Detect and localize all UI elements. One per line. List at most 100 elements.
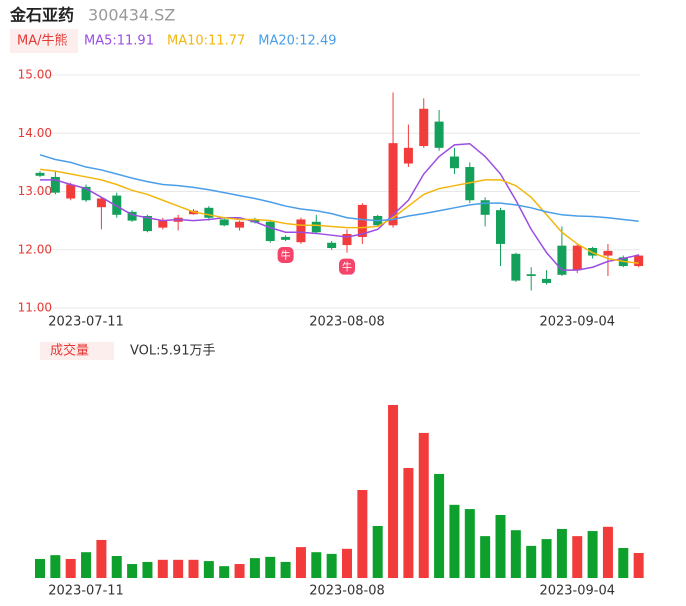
annotation-icon: [339, 258, 355, 275]
volume-bar: [618, 547, 629, 578]
candle-body: [419, 108, 429, 147]
candle-body: [388, 143, 398, 226]
x-tick-label: 2023-07-11: [48, 584, 124, 599]
volume-bar: [372, 525, 383, 578]
volume-bar: [510, 530, 521, 578]
volume-bar: [403, 468, 414, 578]
candle-body: [112, 195, 122, 215]
y-tick-label: 12.00: [18, 242, 52, 256]
legend-entry: MA5:11.91: [84, 34, 154, 49]
annotation-label: 牛: [342, 261, 352, 274]
candle-body: [235, 221, 245, 228]
volume-bar: [203, 561, 214, 578]
volume-bar: [602, 526, 613, 578]
volume-bar: [188, 559, 199, 578]
candle-body: [219, 219, 229, 226]
annotation-icon: [277, 247, 294, 264]
volume-bar: [35, 558, 45, 578]
candle-body: [342, 234, 352, 246]
candle-body: [296, 219, 306, 243]
legend-button-bg[interactable]: [10, 29, 78, 53]
volume-bar: [234, 564, 245, 578]
candle-body: [449, 156, 459, 169]
ma-line: [39, 168, 639, 264]
annotation-label: 牛: [281, 249, 291, 262]
candle-body: [265, 221, 275, 242]
candle-body: [66, 184, 76, 199]
volume-bar: [357, 490, 368, 578]
candle-body: [511, 253, 521, 281]
candle-body: [158, 220, 168, 228]
volume-bar: [449, 504, 460, 578]
volume-subtitle: VOL:5.91万手: [130, 344, 215, 359]
y-tick-label: 14.00: [18, 126, 52, 140]
volume-bar: [173, 559, 184, 578]
volume-bar: [157, 559, 168, 578]
volume-bar: [587, 531, 598, 578]
candle-body: [403, 147, 413, 164]
volume-bar: [556, 528, 567, 578]
volume-title-bg: [40, 342, 114, 360]
ma-line: [40, 142, 639, 271]
y-tick-label: 15.00: [18, 68, 52, 82]
volume-bar: [265, 556, 276, 578]
x-tick-label: 2023-09-04: [539, 584, 615, 599]
volume-bar: [434, 473, 445, 578]
volume-bar: [326, 553, 337, 578]
volume-bar: [142, 561, 153, 578]
candle-body: [281, 236, 291, 240]
candle-body: [603, 250, 613, 256]
candle-body: [35, 172, 45, 176]
candle-body: [434, 121, 444, 148]
volume-bar: [342, 548, 352, 578]
x-tick-label: 2023-08-08: [309, 315, 385, 330]
legend-entry: MA10:11.77: [167, 34, 245, 49]
candle-body: [496, 210, 505, 244]
volume-bar: [249, 558, 260, 578]
volume-bar: [219, 566, 230, 578]
candle-body: [127, 211, 137, 221]
candle-body: [588, 248, 598, 256]
volume-bar: [633, 553, 644, 578]
candle-body: [204, 207, 214, 218]
candle-body: [81, 186, 91, 201]
legend-button[interactable]: MA/牛熊: [17, 33, 68, 49]
volume-bar: [495, 514, 506, 578]
y-tick-label: 13.00: [18, 184, 52, 198]
volume-bar: [418, 432, 429, 578]
candle-body: [542, 278, 552, 283]
x-tick-label: 2023-09-04: [539, 315, 615, 330]
candle-body: [311, 221, 321, 233]
candle-body: [557, 245, 567, 275]
candle-body: [327, 242, 337, 249]
legend-entry: MA20:12.49: [258, 34, 336, 49]
volume-bar: [464, 509, 475, 578]
volume-bar: [526, 545, 537, 578]
candle-body: [480, 200, 490, 215]
volume-bar: [480, 536, 491, 578]
candle-body: [465, 167, 475, 201]
volume-bar: [280, 561, 291, 578]
volume-bar: [541, 539, 552, 578]
candle-body: [357, 204, 367, 237]
candle-body: [572, 245, 582, 271]
volume-bar: [295, 547, 306, 578]
stock-code: 300434.SZ: [88, 6, 175, 25]
volume-bar: [311, 552, 322, 578]
candle-body: [142, 215, 152, 232]
volume-title: 成交量: [50, 343, 89, 359]
volume-bar: [81, 552, 92, 578]
volume-bar: [127, 564, 138, 578]
volume-bar: [572, 536, 583, 578]
candle-body: [250, 219, 260, 223]
candle-body: [526, 274, 536, 276]
candle-body: [634, 255, 644, 267]
volume-bar: [111, 556, 122, 578]
x-tick-label: 2023-07-11: [48, 315, 124, 330]
volume-bar: [388, 405, 399, 578]
candle-body: [50, 176, 60, 193]
volume-bar: [50, 555, 61, 578]
volume-bar: [65, 558, 76, 578]
stock-name: 金石亚药: [9, 6, 74, 25]
